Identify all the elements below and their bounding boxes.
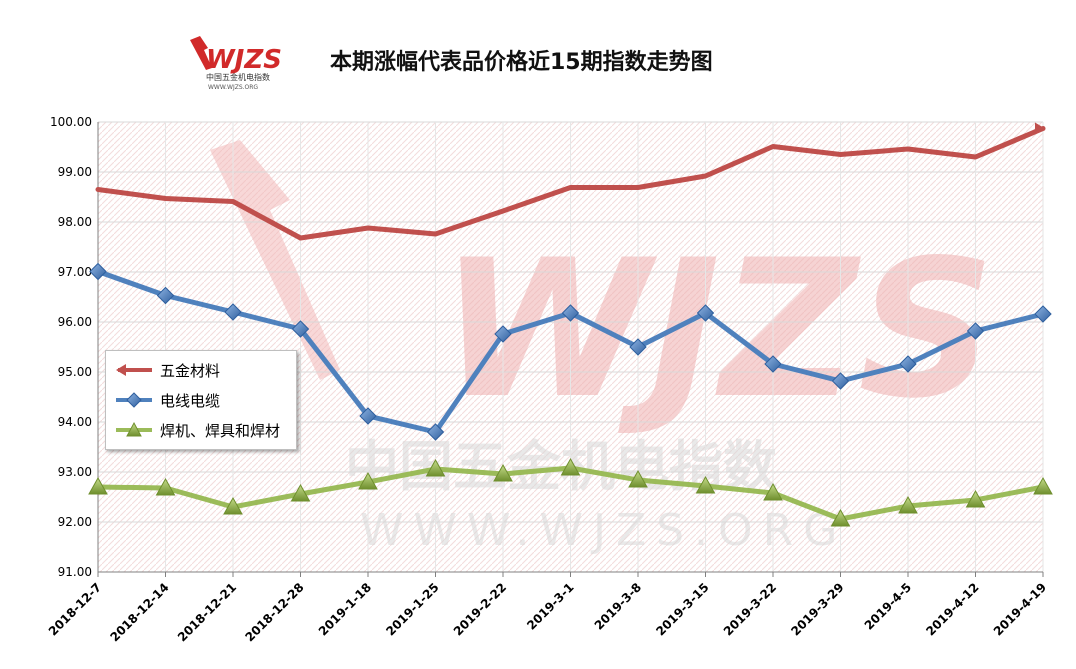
data-point bbox=[839, 153, 842, 156]
wjzs-logo: WJZS 中国五金机电指数 WWW.WJZS.ORG bbox=[186, 34, 282, 94]
legend-diamond-marker-icon bbox=[116, 392, 152, 408]
series-2 bbox=[89, 262, 1052, 441]
y-tick-label: 98.00 bbox=[58, 215, 92, 229]
data-point bbox=[96, 188, 100, 191]
data-point bbox=[966, 322, 985, 340]
logo-url: WWW.WJZS.ORG bbox=[208, 84, 258, 91]
data-point bbox=[831, 372, 850, 390]
data-point bbox=[974, 155, 977, 159]
watermark-brand: WJZS bbox=[440, 219, 995, 440]
data-point bbox=[704, 174, 707, 178]
x-tick-label: 2019-1-18 bbox=[316, 580, 374, 638]
data-point bbox=[425, 458, 446, 477]
x-tick-label: 2019-4-19 bbox=[991, 580, 1049, 638]
data-point bbox=[695, 475, 716, 494]
y-tick-label: 96.00 bbox=[58, 315, 92, 329]
data-point bbox=[359, 407, 377, 425]
data-point bbox=[155, 477, 176, 496]
data-point bbox=[696, 304, 715, 322]
x-tick-label: 2018-12-28 bbox=[242, 580, 306, 644]
series-layer bbox=[88, 122, 1053, 527]
data-point bbox=[231, 200, 235, 203]
data-point bbox=[569, 186, 572, 189]
y-tick-label: 92.00 bbox=[58, 515, 92, 529]
y-tick-label: 95.00 bbox=[58, 365, 92, 379]
chart-title: 本期涨幅代表品价格近15期指数走势图 bbox=[330, 50, 713, 75]
legend-label-series2: 电线电缆 bbox=[160, 391, 221, 410]
y-tick-label: 100.00 bbox=[50, 115, 92, 129]
series-3 bbox=[88, 457, 1053, 527]
y-tick-label: 97.00 bbox=[58, 265, 92, 279]
x-tick-label: 2019-3-1 bbox=[524, 580, 576, 632]
x-tick-label: 2019-2-22 bbox=[451, 580, 509, 638]
data-point bbox=[1034, 305, 1052, 323]
data-point bbox=[965, 489, 986, 508]
data-point bbox=[629, 338, 647, 356]
watermark: WJZS 中国五金机电指数 WWW.WJZS.ORG bbox=[210, 140, 995, 556]
x-tick-label: 2019-3-15 bbox=[653, 580, 711, 638]
data-point bbox=[561, 304, 580, 322]
data-point bbox=[426, 423, 445, 441]
data-point bbox=[358, 471, 378, 490]
data-point bbox=[164, 197, 167, 200]
x-tick-label: 2018-12-14 bbox=[107, 580, 171, 644]
legend-label-series3: 焊机、焊具和焊材 bbox=[160, 421, 281, 440]
x-tick-label: 2019-3-22 bbox=[721, 580, 779, 638]
legend-item-series3: 焊机、焊具和焊材 bbox=[114, 419, 280, 441]
data-point bbox=[899, 355, 917, 373]
legend-label-series1: 五金材料 bbox=[160, 361, 221, 380]
data-point bbox=[366, 226, 370, 230]
x-tick-label: 2019-3-29 bbox=[788, 580, 846, 638]
legend-arrow-marker-icon bbox=[116, 364, 152, 376]
y-tick-label: 93.00 bbox=[58, 465, 92, 479]
data-point bbox=[501, 209, 505, 213]
data-point bbox=[291, 320, 310, 338]
data-point bbox=[763, 482, 783, 501]
data-point bbox=[434, 232, 437, 236]
data-point bbox=[764, 355, 782, 373]
data-point bbox=[224, 303, 242, 321]
x-tick-label: 2018-12-21 bbox=[175, 580, 239, 644]
data-point bbox=[628, 469, 648, 488]
data-point bbox=[290, 483, 311, 502]
data-point bbox=[636, 186, 640, 189]
data-point bbox=[89, 262, 107, 281]
data-point bbox=[830, 508, 851, 527]
data-point bbox=[156, 286, 175, 305]
logo-cn-name: 中国五金机电指数 bbox=[206, 72, 270, 82]
legend-item-series2: 电线电缆 bbox=[114, 389, 220, 411]
data-point bbox=[494, 325, 512, 343]
legend-triangle-marker-icon bbox=[116, 421, 152, 437]
y-tick-label: 91.00 bbox=[58, 565, 92, 579]
x-tick-label: 2019-4-5 bbox=[862, 580, 914, 632]
data-point bbox=[1033, 476, 1053, 495]
y-axis: 91.00 92.00 93.00 94.00 95.00 96.00 97.00 98.00… bbox=[50, 115, 99, 579]
data-point bbox=[88, 476, 108, 495]
y-tick-label: 94.00 bbox=[58, 415, 92, 429]
data-point bbox=[898, 495, 918, 514]
x-tick-label: 2018-12-7 bbox=[46, 580, 104, 638]
series-1 bbox=[95, 122, 1046, 241]
watermark-url: WWW.WJZS.ORG bbox=[360, 505, 847, 556]
x-tick-label: 2019-4-12 bbox=[923, 580, 981, 638]
data-point bbox=[560, 457, 581, 476]
logo-brand: WJZS bbox=[206, 45, 282, 75]
x-tick-label: 2019-3-8 bbox=[592, 580, 644, 632]
data-point bbox=[493, 463, 513, 482]
data-point bbox=[771, 145, 775, 148]
y-tick-label: 99.00 bbox=[58, 165, 92, 179]
legend: 五金材料 电线电缆 焊机、焊具和焊材 bbox=[105, 350, 297, 450]
data-point bbox=[1035, 122, 1045, 135]
legend-item-series1: 五金材料 bbox=[114, 359, 220, 381]
data-point bbox=[906, 147, 910, 151]
data-point bbox=[223, 496, 243, 515]
data-point bbox=[299, 236, 302, 240]
x-axis: 2018-12-7 2018-12-14 2018-12-21 2018-12-28 2… bbox=[46, 571, 1049, 644]
x-tick-label: 2019-1-25 bbox=[383, 580, 441, 638]
